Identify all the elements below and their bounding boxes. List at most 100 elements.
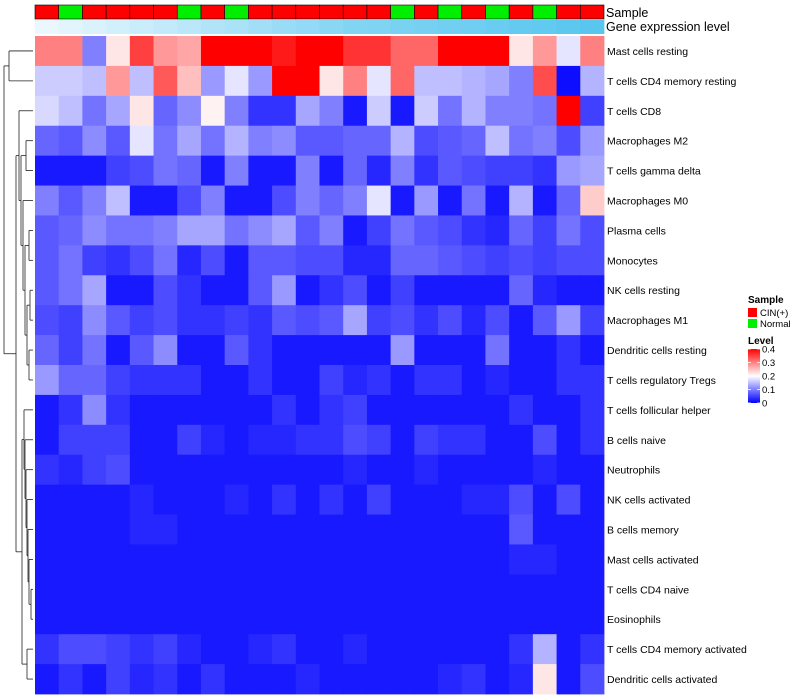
heatmap-cell [82, 574, 107, 605]
row-label: B cells memory [607, 525, 680, 537]
heatmap-cell [366, 484, 392, 515]
row-label: Macrophages M1 [607, 315, 688, 327]
heatmap-cell [82, 36, 107, 67]
heatmap-cell [272, 215, 297, 246]
heatmap-cell [35, 65, 60, 97]
heatmap-cell [343, 484, 368, 515]
heatmap-cell [200, 65, 226, 97]
heatmap-cell [200, 604, 226, 635]
heatmap-cell [532, 634, 557, 665]
heatmap-cell [485, 484, 510, 515]
heatmap-cell [200, 185, 226, 216]
heatmap-cell [272, 65, 297, 97]
heatmap-cell [224, 65, 249, 97]
sample-annotation-cell [224, 4, 249, 20]
heatmap-cell [272, 634, 297, 665]
heatmap-cell [106, 275, 131, 306]
heatmap-cell [35, 424, 60, 456]
heatmap-cell [461, 574, 486, 605]
heatmap-cell [580, 664, 605, 695]
heatmap-cell [35, 155, 60, 186]
heatmap-cell [319, 185, 344, 216]
heatmap-cell [106, 664, 131, 695]
heatmap-cell [532, 155, 557, 186]
heatmap-cell [319, 454, 344, 486]
legend: Sample CIN(+) Normal Level 0.4 0.3 0.2 0.1 0 [748, 295, 791, 410]
heatmap-cell [414, 574, 439, 605]
heatmap-cell [106, 125, 131, 157]
heatmap-cell [35, 604, 60, 635]
heatmap-cell [177, 664, 202, 695]
heatmap-cell [153, 544, 178, 575]
heatmap-cell [390, 604, 415, 635]
sample-annotation-cell [366, 4, 391, 20]
heatmap-cell [200, 335, 226, 366]
sample-annotation-cell [532, 4, 557, 20]
heatmap-cell [556, 394, 581, 426]
heatmap-cell [35, 394, 60, 426]
heatmap-cell [343, 424, 368, 456]
heatmap-cell [295, 424, 320, 456]
heatmap-cell [532, 65, 557, 97]
heatmap-cell [485, 335, 510, 366]
row-label: Dendritic cells resting [607, 345, 707, 357]
heatmap-cell [343, 65, 368, 97]
expression-annotation-cell [390, 20, 415, 34]
heatmap-cell [248, 514, 273, 545]
heatmap-cell [82, 155, 107, 186]
heatmap-cell [556, 604, 581, 635]
heatmap-cell [35, 484, 60, 515]
heatmap-cell [272, 305, 297, 336]
heatmap-cell [106, 394, 131, 426]
heatmap-cell [485, 574, 510, 605]
heatmap-cell [461, 394, 486, 426]
level-tick-label: 0 [762, 399, 767, 410]
heatmap-cell [414, 245, 439, 276]
normal-legend-label: Normal [760, 319, 791, 330]
heatmap-cell [485, 664, 510, 695]
heatmap-cell [129, 664, 154, 695]
heatmap-cell [295, 275, 320, 306]
heatmap-cell [556, 424, 581, 456]
sample-annotation-cell [342, 4, 368, 20]
heatmap-cell [58, 95, 83, 127]
heatmap-cell [343, 125, 368, 157]
expression-annotation-cell [509, 20, 534, 34]
heatmap-cell [556, 664, 581, 695]
heatmap-cell [58, 544, 83, 575]
heatmap-cell [485, 95, 510, 127]
heatmap-cell [200, 484, 226, 515]
heatmap-cell [177, 275, 202, 306]
heatmap-cell [224, 245, 249, 276]
heatmap-cell [224, 604, 249, 635]
heatmap-cell [295, 185, 320, 216]
heatmap-cell [129, 185, 154, 216]
heatmap-cell [414, 305, 439, 336]
heatmap-cell [556, 484, 581, 515]
heatmap-cell [438, 484, 463, 515]
heatmap-cell [319, 604, 344, 635]
heatmap-cell [580, 574, 605, 605]
heatmap-cell [295, 394, 320, 426]
heatmap-cell [248, 245, 273, 276]
heatmap-cell [319, 634, 344, 665]
heatmap-cell [532, 335, 557, 366]
heatmap-cell [272, 185, 297, 216]
heatmap-cell [343, 215, 368, 246]
heatmap-cell [153, 275, 178, 306]
heatmap-cell [153, 185, 178, 216]
heatmap-cell [580, 544, 605, 575]
heatmap-cell [532, 454, 557, 486]
heatmap-cell [343, 36, 368, 67]
heatmap-cell [438, 365, 463, 396]
sample-annotation-cell [437, 4, 463, 20]
heatmap-cell [509, 544, 534, 575]
heatmap-cell [224, 454, 249, 486]
row-label: Plasma cells [607, 225, 666, 237]
heatmap-cell [153, 95, 178, 127]
heatmap-cell [153, 125, 178, 157]
row-label: Neutrophils [607, 465, 660, 477]
heatmap-cell [177, 215, 202, 246]
heatmap-cell [485, 514, 510, 545]
